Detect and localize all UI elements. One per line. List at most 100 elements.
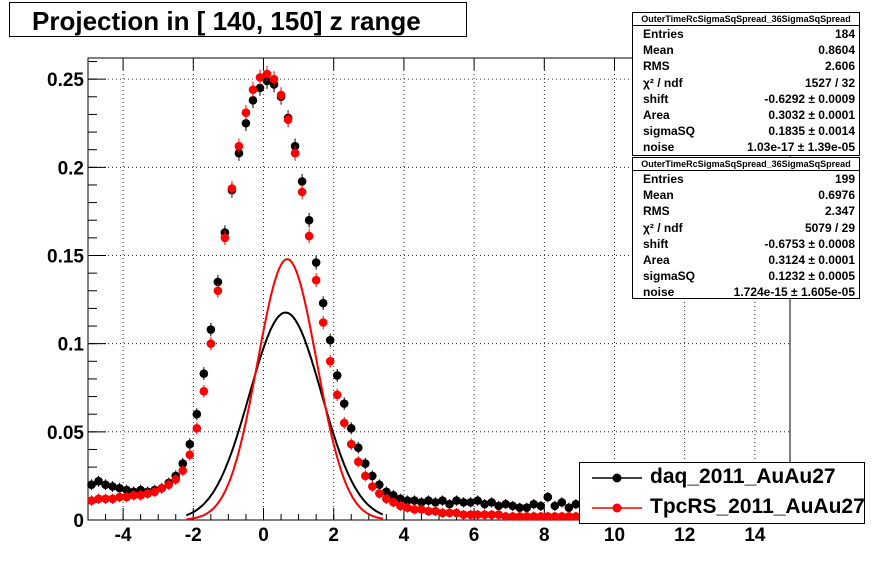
data-point — [550, 512, 560, 521]
data-point — [501, 512, 510, 521]
stats-key: Entries — [643, 172, 684, 186]
data-point — [262, 69, 272, 79]
data-point — [311, 275, 321, 285]
data-point — [522, 503, 532, 512]
stats-row: shift -0.6292 ± 0.0009 — [633, 91, 859, 107]
data-point — [213, 277, 223, 287]
stats-key: noise — [643, 285, 675, 300]
data-point — [325, 335, 335, 345]
data-point — [332, 371, 342, 380]
fit-curve — [185, 311, 384, 517]
data-point — [459, 510, 468, 520]
stats-key: Area — [643, 107, 670, 122]
data-point — [403, 496, 412, 505]
data-point — [424, 496, 433, 505]
data-point — [501, 499, 510, 509]
data-point — [304, 215, 314, 225]
data-point — [115, 492, 124, 502]
data-point — [276, 90, 286, 100]
stats-box-daq: OuterTimeRcSigmaSqSpread_36SigmaSqSpread… — [632, 12, 860, 156]
stats-value: 184 — [834, 27, 855, 41]
chart-title: Projection in [ 140, 150] z range — [32, 6, 421, 36]
data-point — [480, 510, 489, 520]
x-tick-label: 2 — [328, 525, 339, 546]
data-point — [129, 491, 138, 500]
data-point — [382, 487, 391, 497]
data-point — [290, 148, 300, 158]
data-point — [339, 399, 349, 408]
data-point — [515, 512, 525, 521]
stats-value: 0.1232 ± 0.0005 — [768, 269, 855, 284]
chart-title-box: Projection in [ 140, 150] z range — [9, 2, 467, 37]
data-point — [318, 298, 328, 308]
stats-key: RMS — [643, 59, 670, 74]
stats-row: Mean 0.6976 — [633, 187, 859, 203]
data-point — [360, 471, 370, 481]
stats-title: OuterTimeRcSigmaSqSpread_36SigmaSqSpread — [633, 13, 859, 26]
data-point — [375, 480, 384, 490]
data-point — [410, 496, 419, 505]
data-point — [136, 491, 145, 500]
stats-value: 0.3124 ± 0.0001 — [768, 252, 855, 267]
data-point — [143, 489, 152, 498]
stats-value: -0.6753 ± 0.0008 — [764, 236, 855, 251]
data-point — [571, 512, 581, 521]
data-point — [325, 356, 335, 366]
data-point — [431, 498, 440, 507]
data-point — [557, 498, 567, 507]
data-point — [248, 96, 258, 105]
data-point — [318, 318, 328, 327]
data-point — [353, 443, 363, 453]
data-point — [536, 501, 546, 511]
data-point — [375, 489, 384, 498]
data-point — [459, 498, 468, 507]
data-point — [339, 418, 349, 428]
data-point — [368, 471, 377, 481]
data-point — [508, 501, 518, 511]
data-point — [417, 498, 426, 507]
data-point — [192, 409, 202, 419]
stats-key: shift — [643, 91, 669, 106]
data-point — [206, 339, 216, 348]
stats-row: Area 0.3124 ± 0.0001 — [633, 252, 859, 268]
data-point — [564, 503, 574, 512]
stats-key: Entries — [643, 27, 684, 41]
data-point — [185, 450, 195, 460]
series-daq — [87, 72, 595, 513]
y-tick-label: 0.2 — [58, 158, 84, 179]
stats-value: 2.347 — [824, 204, 855, 219]
y-tick-label: 0.25 — [47, 70, 84, 91]
data-point — [206, 325, 216, 334]
stats-value: 1.03e-17 ± 1.39e-05 — [747, 140, 855, 155]
data-point — [150, 487, 159, 497]
data-point — [94, 494, 103, 504]
y-tick-label: 0.15 — [47, 246, 84, 267]
data-point — [494, 501, 503, 511]
data-point — [213, 286, 223, 296]
data-point — [529, 499, 539, 509]
data-point — [241, 108, 251, 117]
stats-row: noise 1.724e-15 ± 1.605e-05 — [633, 284, 859, 300]
data-point — [417, 505, 426, 514]
data-point — [101, 494, 110, 504]
data-point — [346, 424, 356, 433]
stats-key: sigmaSQ — [643, 269, 696, 284]
data-point — [332, 390, 342, 400]
legend-label-daq: daq_2011_AuAu27 — [650, 465, 836, 488]
legend-label-tpcrs: TpcRS_2011_AuAu27 — [650, 495, 865, 518]
stats-row: Mean 0.8604 — [633, 42, 859, 58]
data-point — [452, 508, 461, 518]
x-tick-label: 0 — [258, 525, 269, 546]
data-point — [157, 483, 167, 493]
x-tick-label: -4 — [115, 525, 132, 546]
stats-value: 5079 / 29 — [804, 220, 855, 235]
stats-key: Mean — [643, 188, 674, 203]
data-point — [396, 494, 405, 504]
stats-row: RMS 2.347 — [633, 203, 859, 219]
y-tick-label: 0 — [73, 511, 84, 532]
data-point — [108, 494, 117, 504]
data-point — [220, 233, 230, 243]
data-point — [178, 466, 188, 475]
data-point — [297, 187, 307, 197]
stats-value: 0.1835 ± 0.0014 — [768, 124, 855, 139]
